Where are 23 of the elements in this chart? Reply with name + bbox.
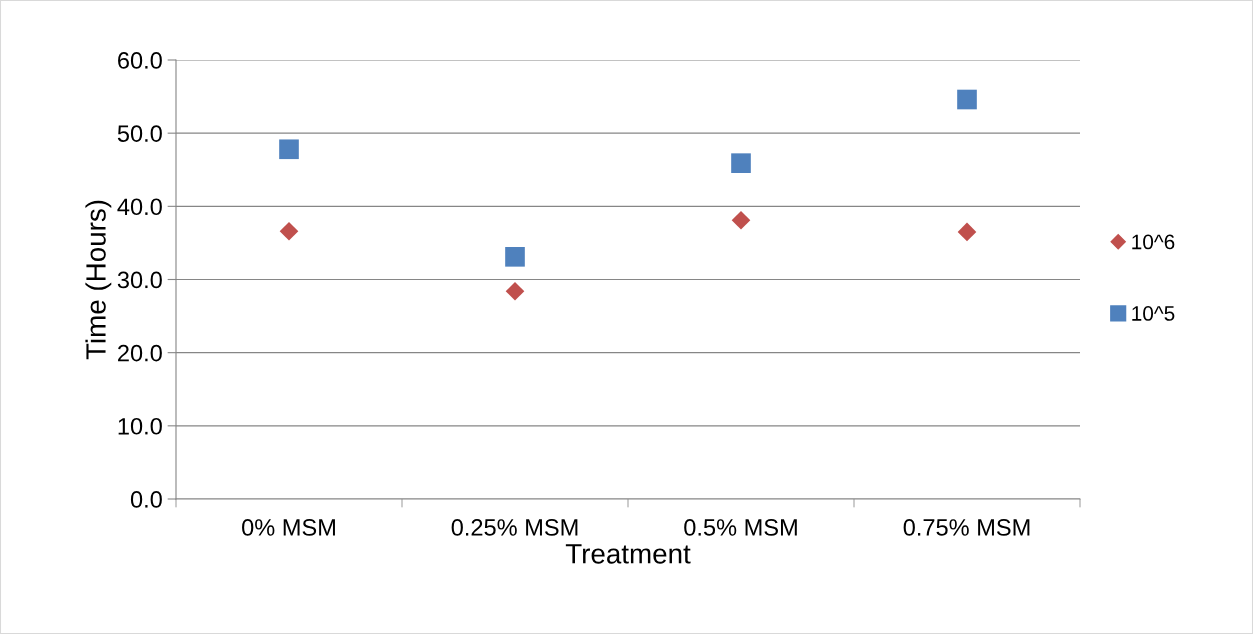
y-tick-label: 50.0	[117, 125, 162, 142]
y-tick-label: 60.0	[118, 52, 162, 69]
point	[279, 139, 299, 160]
y-tick-label: 20.0	[118, 344, 162, 362]
legend-label: 10^5	[1132, 306, 1175, 321]
y-axis-title: Time (Hours)	[85, 200, 112, 360]
x-tick-label: 0% MSM	[242, 519, 335, 536]
legend-label: 10^6	[1132, 234, 1175, 250]
y-tick-label: 40.0	[117, 198, 162, 216]
y-tick-label: 10.0	[118, 417, 162, 435]
x-tick-label: 0.75% MSM	[903, 519, 1030, 536]
x-tick-label: 0.5% MSM	[684, 519, 797, 536]
point	[505, 247, 525, 267]
point	[731, 210, 751, 230]
point	[731, 153, 751, 173]
point	[505, 281, 525, 301]
x-tick-label: 0.25% MSM	[451, 519, 578, 536]
point	[279, 221, 299, 241]
y-tick-label: 0.0	[130, 491, 162, 508]
y-tick-label: 30.0	[117, 271, 162, 289]
point	[957, 89, 977, 110]
point	[957, 222, 977, 242]
x-axis-title: Treatment	[565, 544, 691, 564]
